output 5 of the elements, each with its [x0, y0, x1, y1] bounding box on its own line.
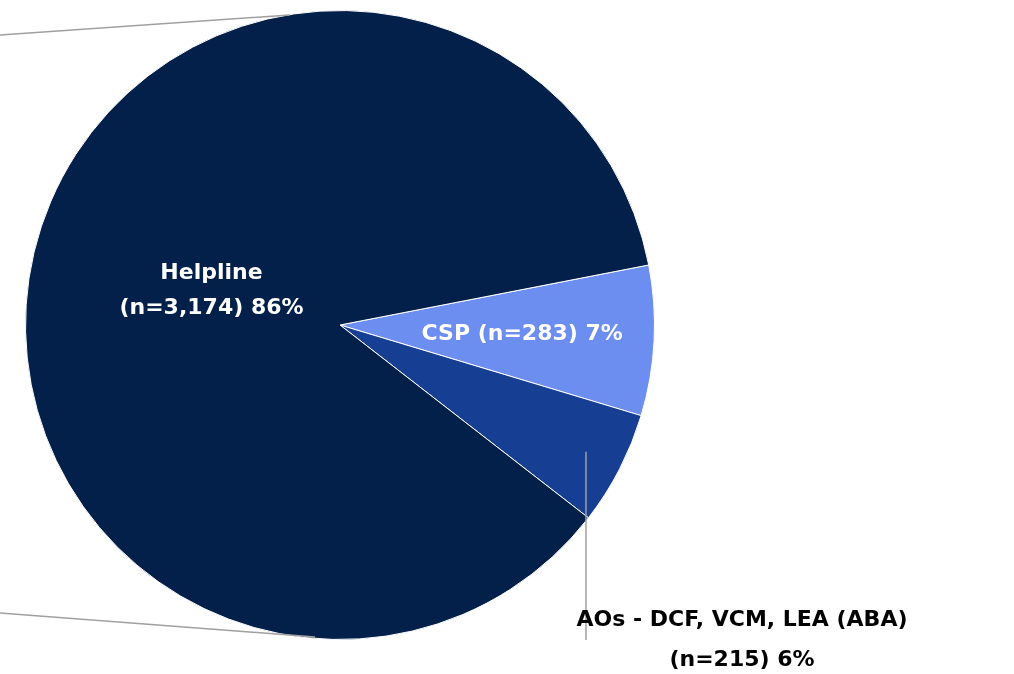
slice-label: AOs - DCF, VCM, LEA (ABA): [576, 605, 908, 631]
data-label: (n=215) 6%: [669, 645, 815, 671]
slice-label: Helpline: [160, 259, 263, 285]
slice-label: CSP (n=283) 7%: [421, 319, 623, 345]
data-label: (n=3,174) 86%: [119, 294, 304, 320]
